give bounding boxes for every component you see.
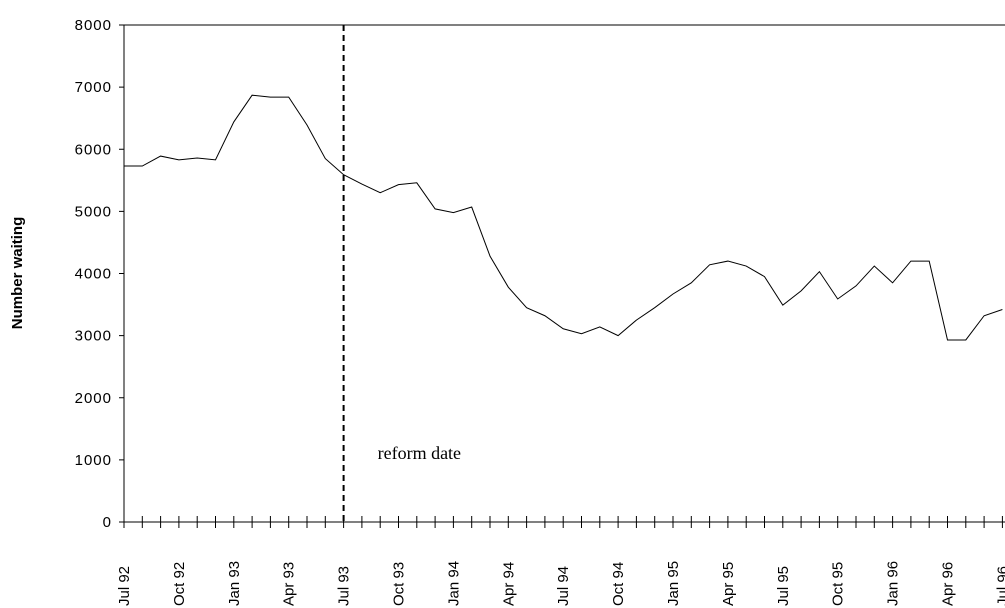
x-tick-label: Jul 92 [116,566,133,606]
x-tick-label: Oct 94 [610,562,627,606]
y-tick-label: 0 [103,514,112,531]
y-tick-label: 6000 [75,141,112,158]
x-tick-label: Jul 93 [336,566,353,606]
y-tick-label: 7000 [75,79,112,96]
y-tick-label: 5000 [75,203,112,220]
x-tick-label: Jan 94 [445,561,462,606]
x-tick-label: Jul 94 [555,566,572,606]
x-tick-label: Oct 93 [391,562,408,606]
x-tick-label: Jul 96 [994,566,1005,606]
x-tick-label: Jan 93 [226,561,243,606]
x-tick-label: Jan 95 [665,561,682,606]
x-tick-label: Jul 95 [775,566,792,606]
y-tick-label: 3000 [75,328,112,345]
y-tick-label: 1000 [75,452,112,469]
x-tick-label: Oct 95 [830,562,847,606]
x-tick-label: Jan 96 [885,561,902,606]
x-tick-label: Apr 96 [940,562,957,606]
x-tick-label: Apr 95 [720,562,737,606]
x-tick-label: Oct 92 [171,562,188,606]
annotation: reform date [378,443,461,463]
x-tick-label: Apr 94 [500,562,517,606]
x-tick-label: Apr 93 [281,562,298,606]
y-tick-label: 8000 [75,17,112,34]
data-line [124,94,1003,341]
y-tick-label: 2000 [75,390,112,407]
y-tick-label: 4000 [75,266,112,283]
y-axis-label: Number waiting [9,217,26,330]
